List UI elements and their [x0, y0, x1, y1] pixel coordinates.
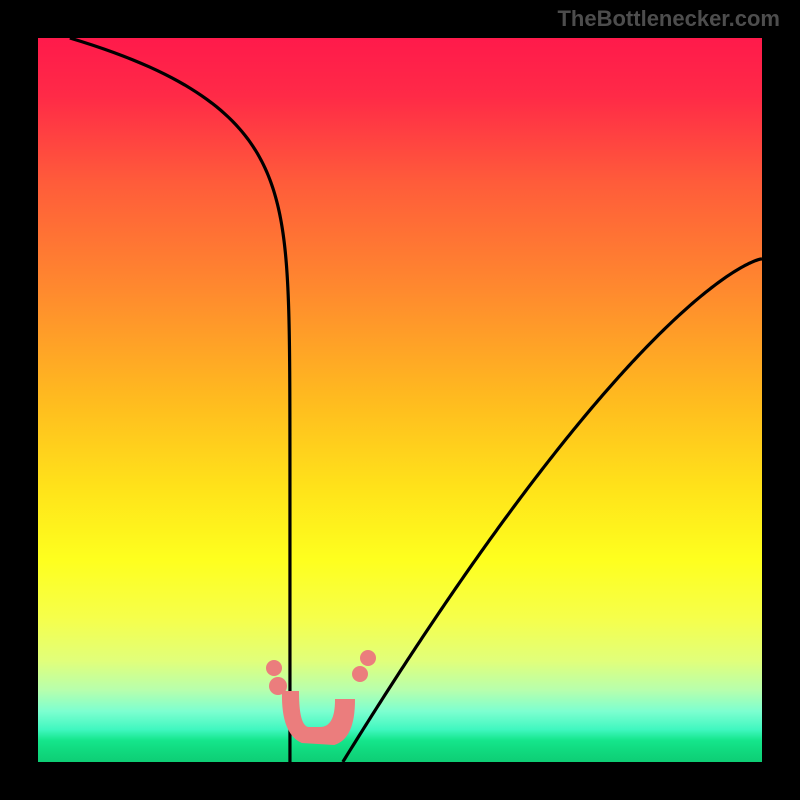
- curves-layer: [38, 38, 762, 762]
- highlight-dot-right-1: [360, 650, 376, 666]
- right-bottleneck-curve: [343, 259, 762, 762]
- highlight-dot-left-1: [269, 677, 287, 695]
- highlight-markers: [266, 650, 376, 744]
- watermark-text: TheBottlenecker.com: [557, 6, 780, 32]
- highlight-dot-left-0: [266, 660, 282, 676]
- left-bottleneck-curve: [70, 38, 290, 762]
- highlight-u-shape: [283, 692, 354, 744]
- chart-root: TheBottlenecker.com: [0, 0, 800, 800]
- highlight-dot-right-0: [352, 666, 368, 682]
- plot-area: [38, 38, 762, 762]
